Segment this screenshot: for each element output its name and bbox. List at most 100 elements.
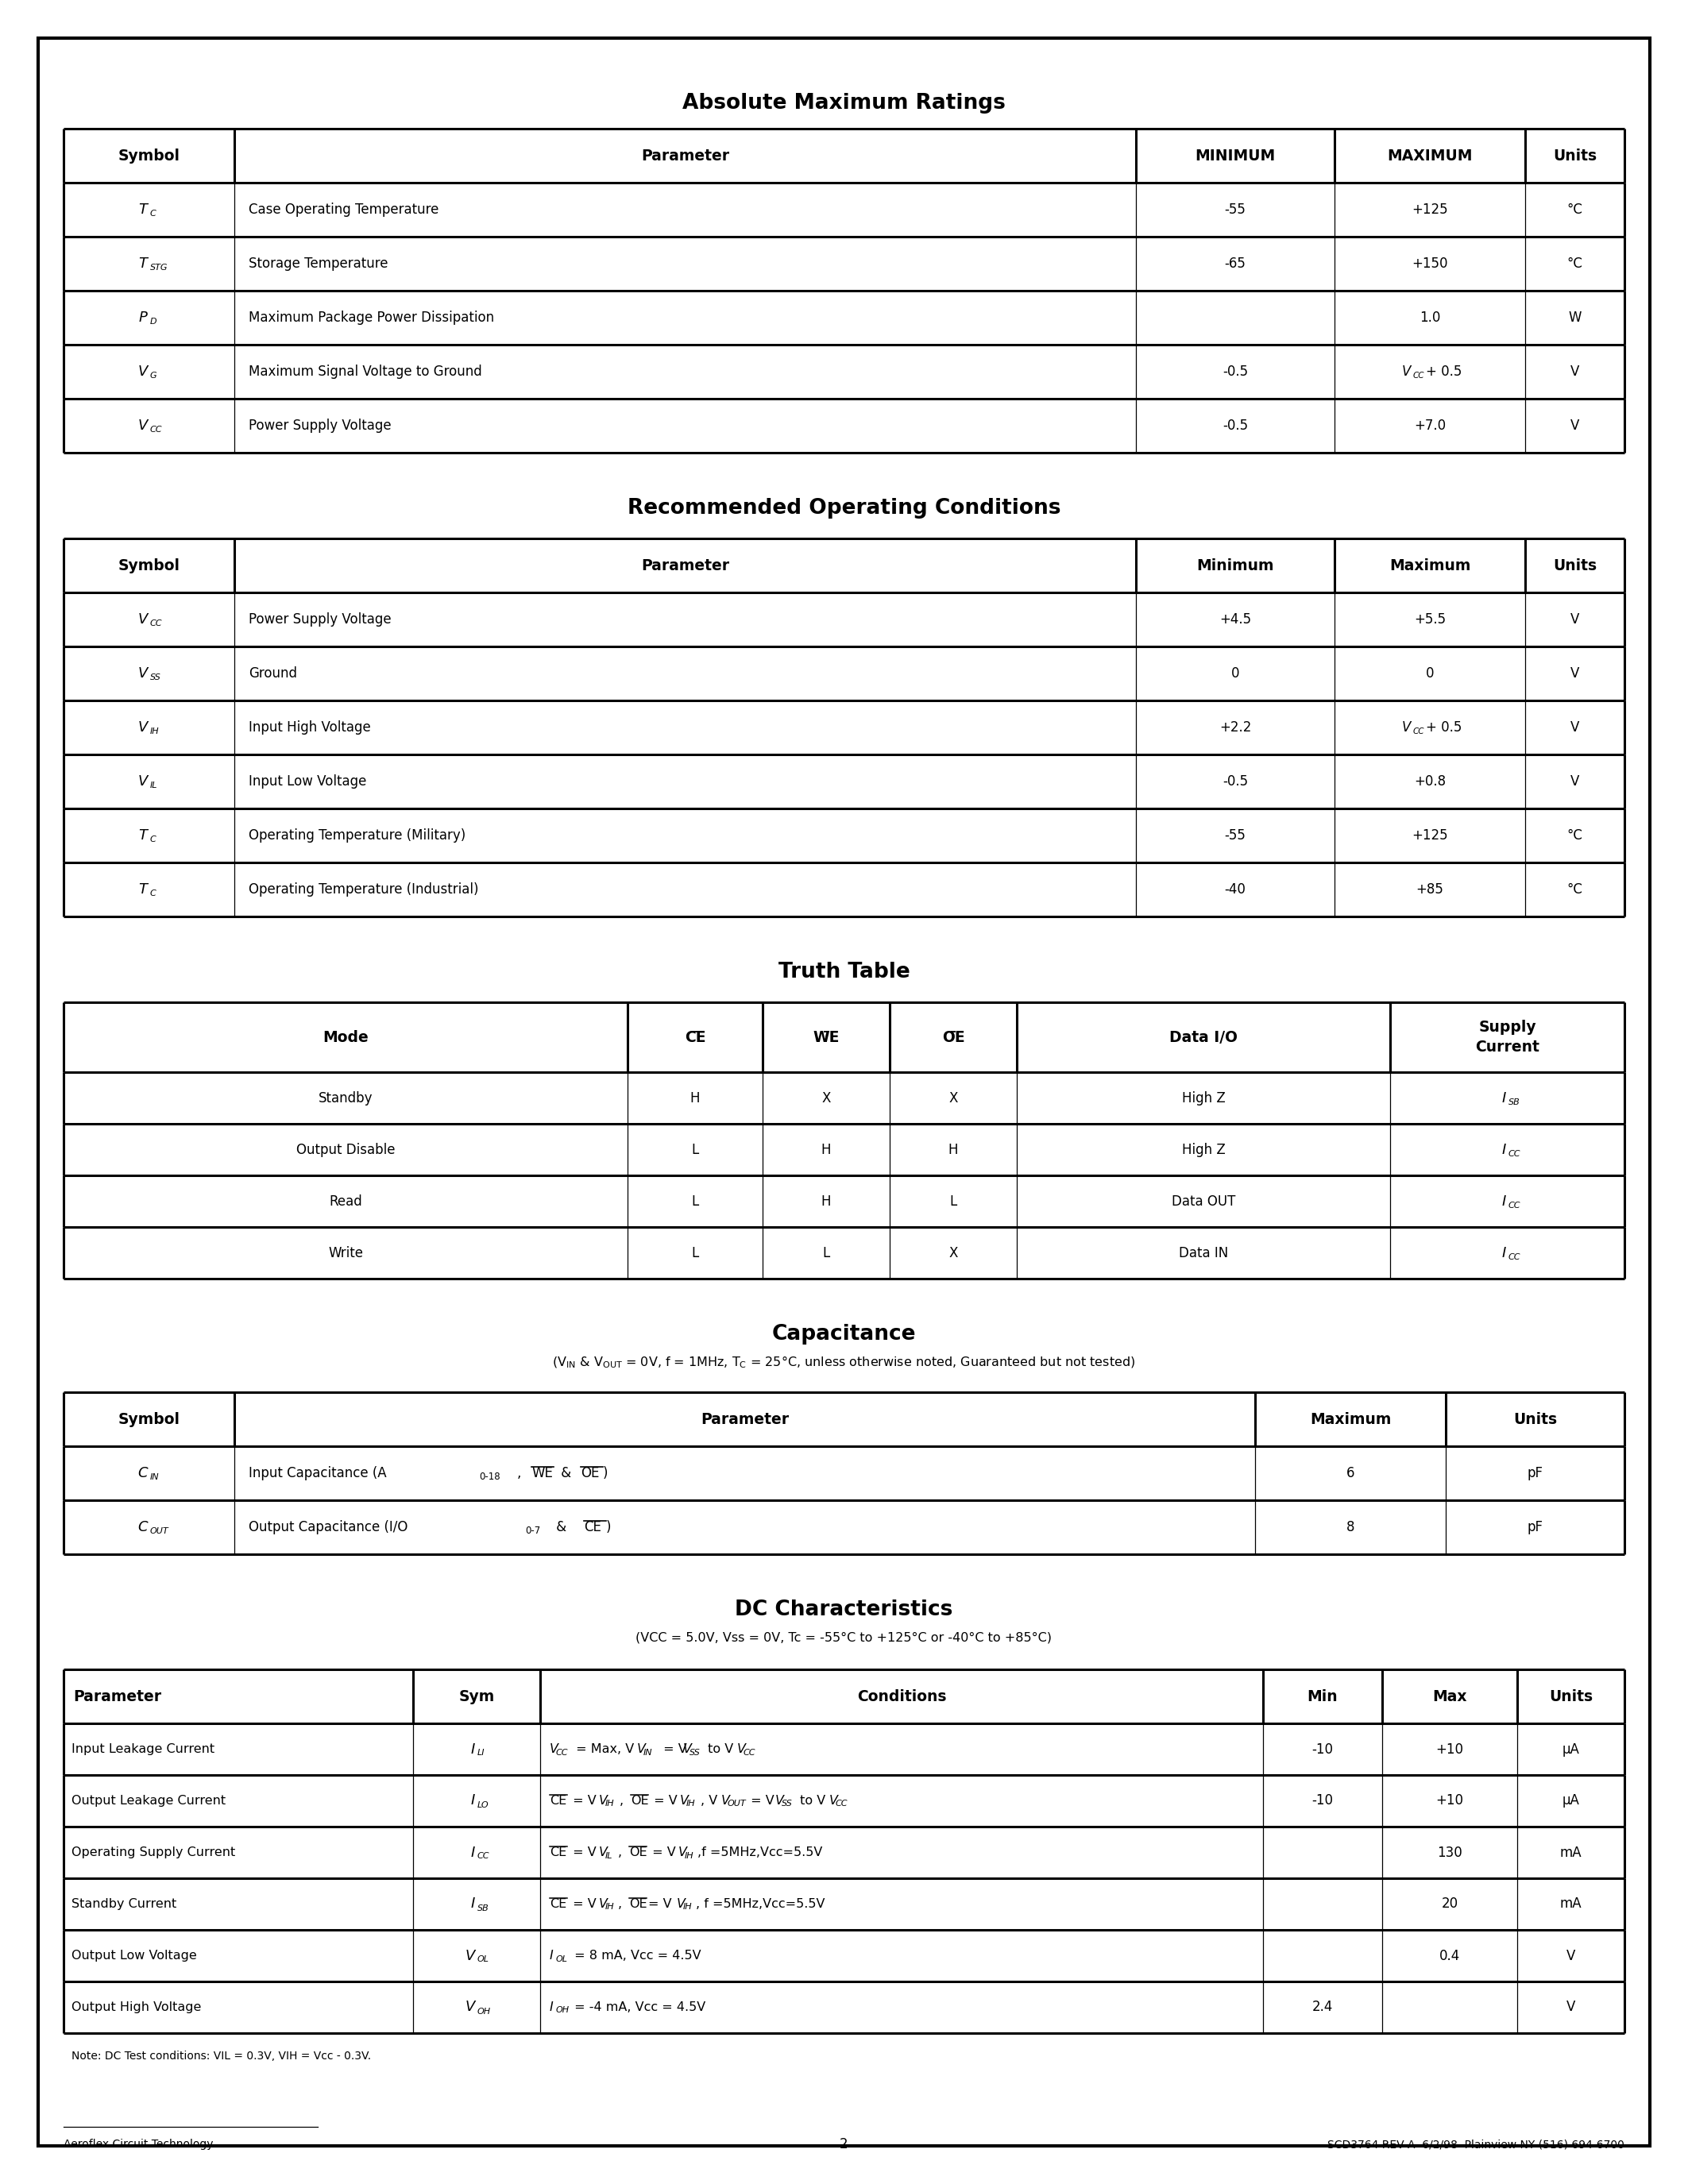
Text: ,: , <box>517 1465 525 1481</box>
Text: V: V <box>684 1743 692 1756</box>
Text: LO: LO <box>478 1802 490 1808</box>
Text: P: P <box>138 310 147 325</box>
Text: D: D <box>150 317 157 325</box>
Text: + 0.5: + 0.5 <box>1426 721 1462 734</box>
Text: OUT: OUT <box>150 1527 169 1535</box>
Text: V: V <box>599 1795 608 1806</box>
Text: Symbol: Symbol <box>118 1411 181 1426</box>
Text: Input Capacitance (A: Input Capacitance (A <box>248 1465 387 1481</box>
Text: Sym: Sym <box>459 1688 495 1704</box>
Text: I: I <box>471 1898 474 1911</box>
Text: C: C <box>150 210 155 218</box>
Text: 0: 0 <box>1231 666 1239 681</box>
Text: mA: mA <box>1560 1845 1582 1859</box>
Text: IH: IH <box>150 727 159 736</box>
Text: -65: -65 <box>1224 256 1246 271</box>
Text: = V: = V <box>569 1898 596 1911</box>
Text: Output High Voltage: Output High Voltage <box>71 2001 201 2014</box>
Text: Operating Supply Current: Operating Supply Current <box>71 1845 235 1859</box>
Text: IH: IH <box>606 1902 614 1911</box>
Text: to V: to V <box>797 1795 825 1806</box>
Text: Mode: Mode <box>322 1029 368 1044</box>
Text: H: H <box>690 1090 701 1105</box>
Text: WE: WE <box>814 1029 839 1044</box>
Text: V: V <box>738 1743 746 1756</box>
Text: V: V <box>137 721 147 734</box>
Text: T: T <box>138 203 147 216</box>
Text: IH: IH <box>685 1852 694 1859</box>
Text: CC: CC <box>1507 1254 1521 1260</box>
Text: Standby: Standby <box>319 1090 373 1105</box>
Text: μA: μA <box>1561 1743 1580 1756</box>
Text: V: V <box>829 1795 837 1806</box>
Text: DC Characteristics: DC Characteristics <box>734 1599 954 1621</box>
Text: = V: = V <box>569 1795 596 1806</box>
Text: +10: +10 <box>1436 1743 1463 1756</box>
Text: , f =5MHz,Vcc=5.5V: , f =5MHz,Vcc=5.5V <box>695 1898 825 1911</box>
Text: V: V <box>466 1948 474 1963</box>
Text: V: V <box>1401 365 1411 378</box>
Text: , V: , V <box>701 1795 717 1806</box>
Text: = V: = V <box>650 1795 677 1806</box>
Text: Data IN: Data IN <box>1178 1245 1229 1260</box>
Text: Truth Table: Truth Table <box>778 961 910 983</box>
Text: L: L <box>950 1195 957 1208</box>
Text: mA: mA <box>1560 1898 1582 1911</box>
Text: +0.8: +0.8 <box>1415 775 1445 788</box>
Text: L: L <box>692 1195 699 1208</box>
Text: IN: IN <box>150 1474 159 1481</box>
Text: Standby Current: Standby Current <box>71 1898 177 1911</box>
Text: +7.0: +7.0 <box>1415 419 1445 432</box>
Text: Maximum: Maximum <box>1389 557 1470 572</box>
Text: Read: Read <box>329 1195 363 1208</box>
Text: 6: 6 <box>1347 1465 1354 1481</box>
Text: +85: +85 <box>1416 882 1443 898</box>
Text: V: V <box>775 1795 783 1806</box>
Text: L: L <box>822 1245 830 1260</box>
Text: CC: CC <box>1507 1201 1521 1210</box>
Text: ): ) <box>606 1520 611 1535</box>
Text: SCD3764 REV A  6/2/98  Plainview NY (516) 694-6700: SCD3764 REV A 6/2/98 Plainview NY (516) … <box>1327 2138 1624 2149</box>
Text: OE: OE <box>581 1465 599 1481</box>
Text: V: V <box>550 1743 559 1756</box>
Text: Case Operating Temperature: Case Operating Temperature <box>248 203 439 216</box>
Text: SS: SS <box>689 1749 701 1756</box>
Text: ,: , <box>619 1795 628 1806</box>
Text: Input Leakage Current: Input Leakage Current <box>71 1743 214 1756</box>
Text: Units: Units <box>1512 1411 1556 1426</box>
Text: I: I <box>550 1950 554 1961</box>
Text: V: V <box>599 1845 608 1859</box>
Text: °C: °C <box>1566 882 1583 898</box>
Text: V: V <box>1570 775 1580 788</box>
Text: Data I/O: Data I/O <box>1170 1029 1237 1044</box>
Text: Min: Min <box>1307 1688 1339 1704</box>
Text: °C: °C <box>1566 256 1583 271</box>
Text: L: L <box>692 1245 699 1260</box>
Text: = V: = V <box>746 1795 775 1806</box>
Text: I: I <box>550 2001 554 2014</box>
Text: V: V <box>1570 419 1580 432</box>
Text: ,: , <box>618 1898 626 1911</box>
Text: = V: = V <box>648 1845 675 1859</box>
Text: X: X <box>822 1090 830 1105</box>
Text: Maximum: Maximum <box>1310 1411 1391 1426</box>
Text: -55: -55 <box>1224 828 1246 843</box>
Text: Storage Temperature: Storage Temperature <box>248 256 388 271</box>
Text: °C: °C <box>1566 203 1583 216</box>
Text: Parameter: Parameter <box>641 557 729 572</box>
Text: G: G <box>150 371 157 380</box>
Text: V: V <box>466 2001 474 2014</box>
Text: V: V <box>679 1845 687 1859</box>
Text: Input Low Voltage: Input Low Voltage <box>248 775 366 788</box>
Text: X: X <box>949 1245 957 1260</box>
Text: Max: Max <box>1433 1688 1467 1704</box>
Text: V: V <box>680 1795 689 1806</box>
Text: CC: CC <box>743 1749 756 1756</box>
Text: Output Disable: Output Disable <box>295 1142 395 1158</box>
Text: OE: OE <box>630 1845 647 1859</box>
Text: 130: 130 <box>1436 1845 1462 1859</box>
Text: W: W <box>1568 310 1582 325</box>
Text: Conditions: Conditions <box>858 1688 947 1704</box>
Text: +150: +150 <box>1411 256 1448 271</box>
Text: I: I <box>471 1845 474 1859</box>
